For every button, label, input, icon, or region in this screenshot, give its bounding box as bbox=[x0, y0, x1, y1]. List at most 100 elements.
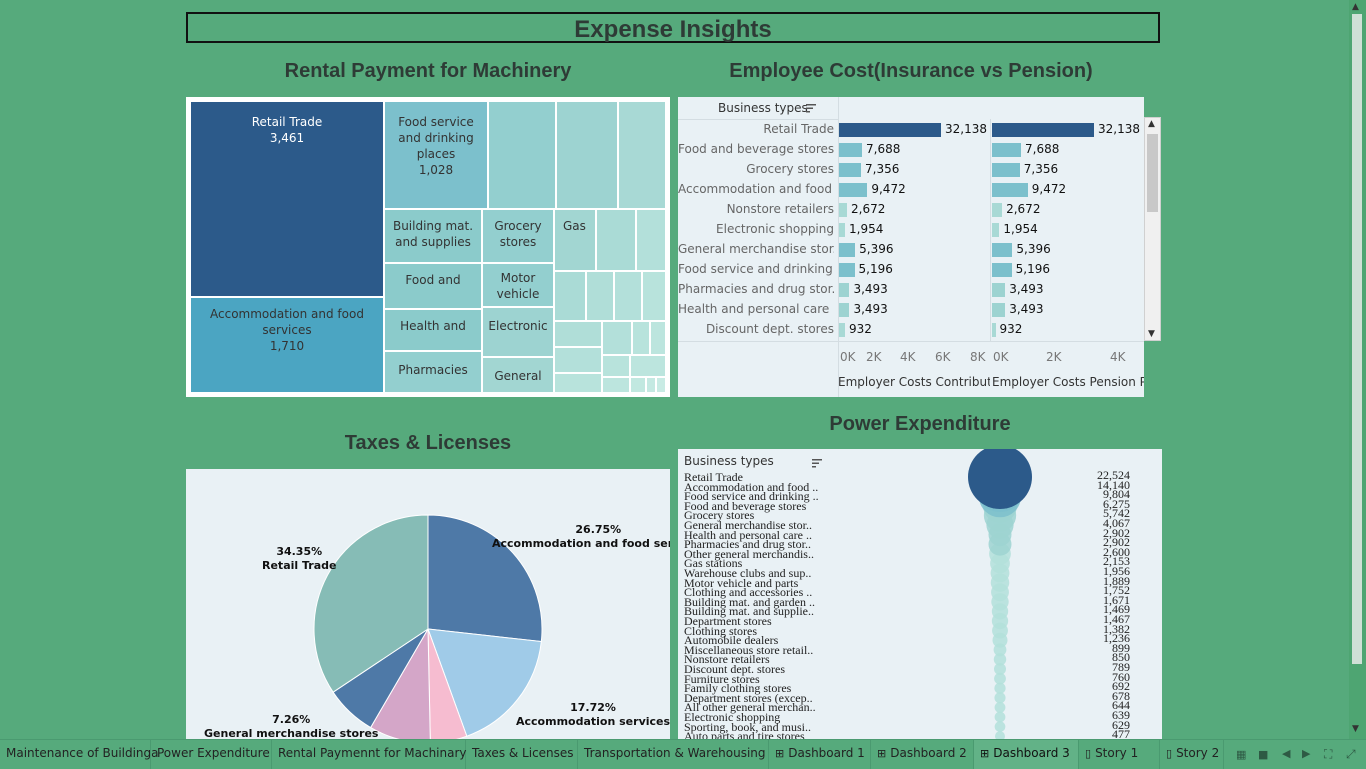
power-bubble[interactable] bbox=[994, 672, 1006, 685]
power-bubble[interactable] bbox=[994, 692, 1006, 704]
treemap-cell[interactable] bbox=[554, 321, 602, 347]
employee-bar-contribution[interactable] bbox=[839, 243, 856, 257]
treemap-cell[interactable] bbox=[618, 101, 666, 209]
power-bubble[interactable] bbox=[994, 663, 1006, 675]
employee-bar-contribution[interactable] bbox=[839, 123, 941, 137]
treemap-cell[interactable] bbox=[642, 271, 666, 321]
employee-bar-contribution[interactable] bbox=[839, 263, 855, 277]
power-bubble[interactable] bbox=[994, 711, 1006, 723]
tab-story-1[interactable]: ▯ Story 1 bbox=[1079, 740, 1160, 769]
treemap-cell[interactable] bbox=[596, 209, 636, 271]
pie-slice[interactable] bbox=[427, 514, 543, 643]
treemap-cell-food-and[interactable]: Food and bbox=[384, 263, 482, 309]
employee-bar-contribution[interactable] bbox=[839, 143, 863, 157]
fit-icon[interactable]: ⤢ bbox=[1346, 747, 1356, 761]
power-expenditure-chart[interactable]: Business types Retail Trade 22,524 Accommo… bbox=[678, 449, 1162, 739]
treemap-cell[interactable] bbox=[602, 355, 630, 377]
treemap-cell-retail[interactable]: Retail Trade 3,461 bbox=[190, 101, 384, 297]
employee-bar-pension[interactable] bbox=[992, 323, 996, 337]
filmstrip-icon[interactable]: ■ bbox=[1258, 748, 1269, 761]
sort-icon[interactable] bbox=[806, 102, 816, 113]
employee-bar-pension[interactable] bbox=[992, 283, 1006, 297]
employee-scrollbar[interactable]: ▲ ▼ bbox=[1144, 117, 1161, 341]
page-scrollbar[interactable]: ▲ ▼ bbox=[1349, 0, 1366, 739]
treemap-cell-electronic[interactable]: Electronic bbox=[482, 307, 554, 357]
tab-dashboard-2[interactable]: ⊞ Dashboard 2 bbox=[871, 740, 974, 769]
employee-bar-contribution[interactable] bbox=[839, 323, 845, 337]
employee-bar-pension[interactable] bbox=[992, 223, 1000, 237]
fullscreen-icon[interactable]: ⛶ bbox=[1324, 747, 1333, 761]
prev-sheet-icon[interactable]: ◀ bbox=[1282, 747, 1291, 760]
employee-bar-pension[interactable] bbox=[992, 123, 1094, 137]
scroll-up-icon[interactable]: ▲ bbox=[1352, 2, 1359, 12]
power-bubble[interactable] bbox=[995, 731, 1005, 739]
treemap-cell-gas[interactable]: Gas bbox=[554, 209, 596, 271]
treemap-cell-grocery[interactable]: Grocery stores bbox=[482, 209, 554, 263]
power-bubble[interactable] bbox=[994, 701, 1006, 713]
treemap-cell[interactable] bbox=[632, 321, 650, 355]
treemap-cell[interactable] bbox=[636, 209, 666, 271]
employee-bar-contribution[interactable] bbox=[839, 223, 845, 237]
scroll-down-icon[interactable]: ▼ bbox=[1352, 724, 1359, 734]
treemap-cell[interactable] bbox=[630, 377, 646, 393]
power-bubble[interactable] bbox=[968, 449, 1032, 509]
taxes-pie-panel[interactable]: 26.75% Accommodation and food services 1… bbox=[186, 469, 670, 739]
employee-bar-contribution[interactable] bbox=[839, 163, 862, 177]
power-bubble[interactable] bbox=[994, 682, 1006, 694]
treemap-cell-pharmacies[interactable]: Pharmacies bbox=[384, 351, 482, 393]
employee-bar-pension[interactable] bbox=[992, 183, 1028, 197]
treemap-cell[interactable] bbox=[554, 373, 602, 393]
tab-power-expenditure[interactable]: Power Expenditure bbox=[151, 740, 272, 769]
taxes-pie-chart[interactable] bbox=[186, 469, 670, 739]
treemap-cell-health[interactable]: Health and bbox=[384, 309, 482, 351]
treemap-cell[interactable] bbox=[602, 321, 632, 355]
power-bubbles[interactable] bbox=[678, 449, 1162, 739]
employee-bar-pension[interactable] bbox=[992, 263, 1012, 277]
employee-bar-pension[interactable] bbox=[992, 243, 1013, 257]
tab-transportation-warehousing[interactable]: Transportation & Warehousing bbox=[578, 740, 769, 769]
treemap-cell[interactable] bbox=[602, 377, 630, 393]
treemap-cell[interactable] bbox=[656, 377, 666, 393]
treemap-cell[interactable] bbox=[554, 271, 586, 321]
treemap-cell[interactable] bbox=[646, 377, 656, 393]
treemap-cell[interactable] bbox=[556, 101, 618, 209]
employee-bar-contribution[interactable] bbox=[839, 283, 850, 297]
tab-dashboard-3[interactable]: ⊞ Dashboard 3 bbox=[974, 740, 1079, 769]
tab-story-2[interactable]: ▯ Story 2 bbox=[1160, 740, 1224, 769]
scroll-thumb[interactable] bbox=[1352, 14, 1362, 664]
treemap-cell[interactable] bbox=[586, 271, 614, 321]
treemap-cell[interactable] bbox=[614, 271, 642, 321]
scroll-up-icon[interactable]: ▲ bbox=[1148, 119, 1155, 129]
treemap-cell-general[interactable]: General bbox=[482, 357, 554, 393]
scroll-down-icon[interactable]: ▼ bbox=[1148, 329, 1155, 339]
pie-slice[interactable] bbox=[313, 514, 429, 693]
next-sheet-icon[interactable]: ▶ bbox=[1302, 747, 1311, 760]
employee-bar-pension[interactable] bbox=[992, 303, 1006, 317]
treemap-cell[interactable] bbox=[488, 101, 556, 209]
employee-bar-pension[interactable] bbox=[992, 163, 1020, 177]
employee-bar-chart[interactable]: Business types Retail Trade 32,138 32,138 F… bbox=[678, 97, 1144, 397]
treemap-cell-accommodation[interactable]: Accommodation and food services 1,710 bbox=[190, 297, 384, 393]
tab-maintenance-of-buildinga[interactable]: Maintenance of Buildinga bbox=[0, 740, 159, 769]
tab-rental-paymennt-for-machinary[interactable]: Rental Paymennt for Machinary bbox=[272, 740, 467, 769]
scroll-thumb[interactable] bbox=[1147, 134, 1158, 212]
treemap-cell[interactable] bbox=[630, 355, 666, 377]
pie-slice[interactable] bbox=[427, 628, 468, 739]
pie-slice[interactable] bbox=[427, 628, 542, 737]
grid-view-icon[interactable]: ▦ bbox=[1236, 748, 1247, 761]
treemap-cell-building[interactable]: Building mat. and supplies bbox=[384, 209, 482, 263]
treemap-cell-food-service[interactable]: Food service and drinking places 1,028 bbox=[384, 101, 488, 209]
power-bubble[interactable] bbox=[993, 653, 1007, 666]
sort-icon[interactable] bbox=[812, 455, 822, 468]
treemap-cell[interactable] bbox=[554, 347, 602, 373]
rental-treemap[interactable]: Retail Trade 3,461 Accommodation and foo… bbox=[186, 97, 670, 397]
employee-bar-contribution[interactable] bbox=[839, 183, 868, 197]
employee-bar-contribution[interactable] bbox=[839, 203, 847, 217]
employee-bar-contribution[interactable] bbox=[839, 303, 850, 317]
employee-bar-pension[interactable] bbox=[992, 203, 1003, 217]
employee-bar-pension[interactable] bbox=[992, 143, 1022, 157]
power-bubble[interactable] bbox=[994, 721, 1006, 732]
treemap-cell[interactable] bbox=[650, 321, 666, 355]
tab-dashboard-1[interactable]: ⊞ Dashboard 1 bbox=[769, 740, 871, 769]
tab-taxes-licenses[interactable]: Taxes & Licenses bbox=[466, 740, 578, 769]
